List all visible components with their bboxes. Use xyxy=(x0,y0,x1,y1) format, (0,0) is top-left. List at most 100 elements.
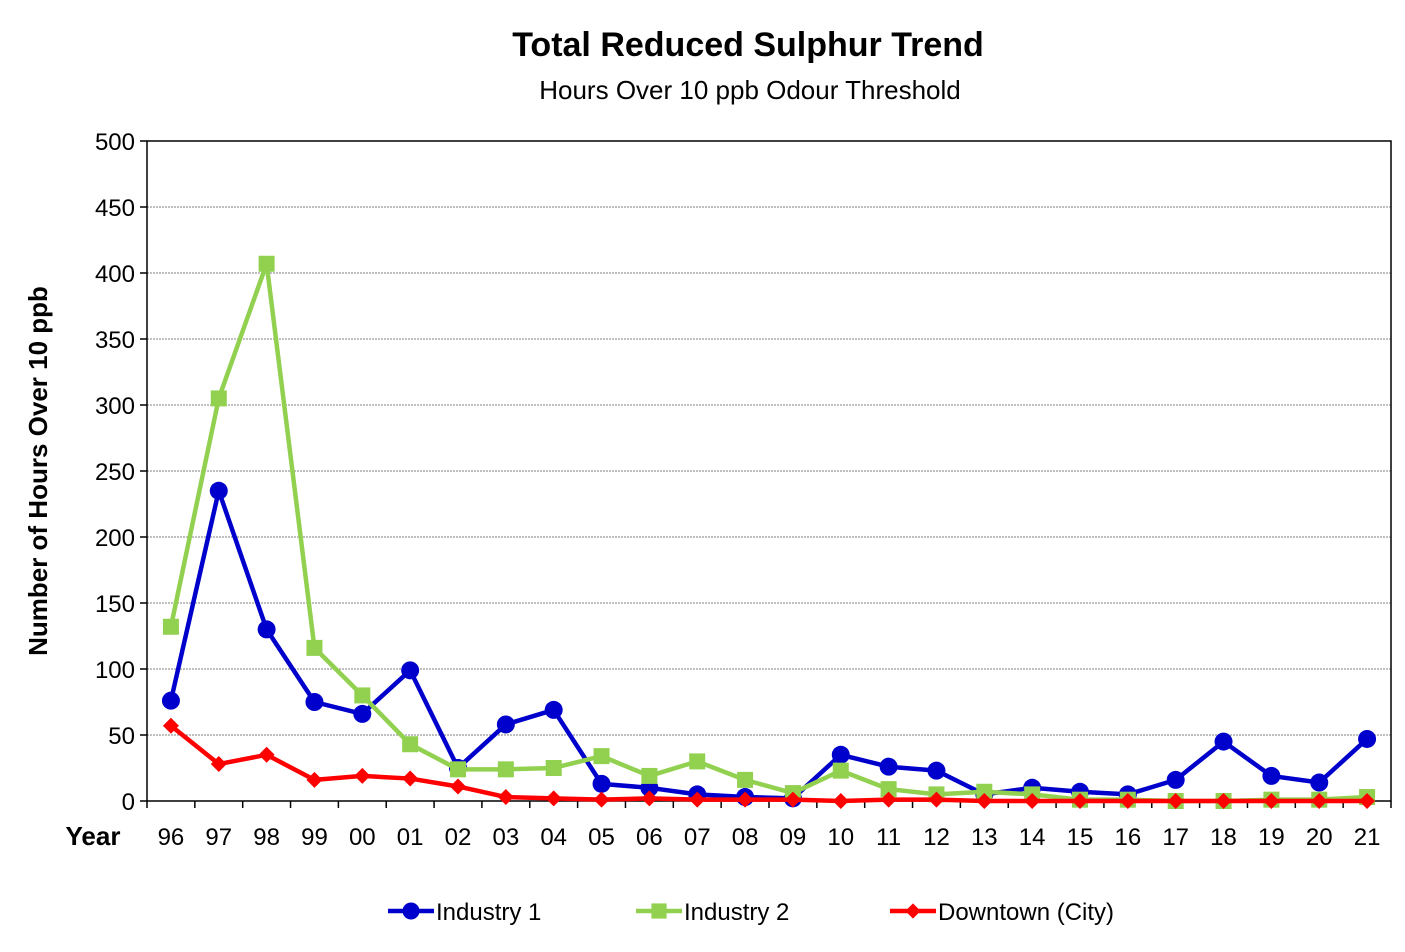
data-point xyxy=(1263,793,1280,809)
series-layer xyxy=(161,255,1377,809)
chart-title: Total Reduced Sulphur Trend xyxy=(512,26,984,64)
data-point xyxy=(1311,793,1328,809)
y-tick-label: 0 xyxy=(122,789,135,816)
data-point xyxy=(497,789,514,806)
data-point xyxy=(497,761,514,778)
data-point xyxy=(210,390,227,407)
x-tick-label: 20 xyxy=(1306,824,1333,851)
y-tick-label: 50 xyxy=(108,723,135,750)
x-tick-label: 05 xyxy=(588,824,615,851)
data-point xyxy=(161,691,180,710)
series-downtown-city xyxy=(162,717,1376,809)
data-point xyxy=(928,791,945,808)
data-point xyxy=(1119,793,1136,809)
data-point xyxy=(784,791,801,808)
legend-label: Industry 2 xyxy=(684,899,789,926)
data-point xyxy=(689,753,706,770)
data-point xyxy=(641,767,658,784)
data-point xyxy=(402,770,419,787)
data-point xyxy=(1262,766,1281,785)
x-tick-label: 03 xyxy=(492,824,519,851)
data-point xyxy=(1214,732,1233,751)
y-tick-label: 500 xyxy=(95,129,135,156)
data-point xyxy=(1024,793,1041,809)
x-tick-label: 01 xyxy=(397,824,424,851)
x-tick-label: 12 xyxy=(923,824,950,851)
data-point xyxy=(927,761,946,780)
data-point xyxy=(258,746,275,763)
x-axis-label: Year xyxy=(66,821,121,851)
gridlines xyxy=(147,206,1391,736)
x-tick-label: 10 xyxy=(827,824,854,851)
data-point xyxy=(651,903,667,919)
x-tick-label: 07 xyxy=(684,824,711,851)
data-point xyxy=(831,745,850,764)
data-point xyxy=(210,756,227,773)
data-point xyxy=(880,791,897,808)
legend-entry: Industry 2 xyxy=(636,899,789,926)
data-point xyxy=(1359,793,1376,809)
data-point xyxy=(592,774,611,793)
data-point xyxy=(879,757,898,776)
data-point xyxy=(1310,773,1329,792)
data-point xyxy=(1358,729,1377,748)
x-tick-label: 04 xyxy=(540,824,567,851)
x-tick-label: 96 xyxy=(158,824,185,851)
data-point xyxy=(593,748,610,765)
data-point xyxy=(976,793,993,809)
y-tick-label: 150 xyxy=(95,591,135,618)
series-line xyxy=(169,724,1368,804)
data-point xyxy=(209,481,228,500)
data-point xyxy=(450,761,466,778)
x-tick-label: 02 xyxy=(445,824,472,851)
x-tick-label: 15 xyxy=(1067,824,1094,851)
legend-label: Downtown (City) xyxy=(938,899,1114,926)
x-axis: 96 97 98 99 00 01 02 03 04 05 06 07 08 09 10 11 12 13 14 15… xyxy=(146,801,1392,851)
data-point xyxy=(545,760,562,776)
data-point xyxy=(737,771,754,788)
y-tick-label: 250 xyxy=(95,459,135,486)
x-tick-label: 09 xyxy=(780,824,807,851)
data-point xyxy=(257,620,276,639)
data-point xyxy=(976,783,993,800)
data-point xyxy=(305,693,324,711)
data-point xyxy=(593,791,610,808)
y-tick-label: 450 xyxy=(95,195,135,222)
data-point xyxy=(354,767,371,784)
x-tick-label: 11 xyxy=(876,824,901,851)
y-tick-label: 350 xyxy=(95,327,135,354)
data-point xyxy=(401,661,420,680)
data-point xyxy=(306,639,323,656)
data-point xyxy=(545,790,562,807)
data-point xyxy=(544,700,563,719)
y-tick-label: 300 xyxy=(95,393,135,420)
x-tick-label: 97 xyxy=(205,824,232,851)
series-line xyxy=(168,261,1368,804)
legend: Industry 1 Industry 2 Downtown (City) xyxy=(388,899,1114,926)
legend-label: Industry 1 xyxy=(436,899,541,926)
data-point xyxy=(1215,793,1232,809)
x-tick-label: 18 xyxy=(1210,824,1237,851)
data-point xyxy=(258,255,275,272)
series-industry-1 xyxy=(161,481,1377,808)
data-point xyxy=(641,790,658,807)
data-point xyxy=(496,715,515,734)
data-point xyxy=(737,791,754,808)
data-point xyxy=(402,902,420,920)
x-tick-label: 08 xyxy=(732,824,759,851)
legend-entry: Downtown (City) xyxy=(890,899,1114,926)
data-point xyxy=(1166,770,1185,789)
data-point xyxy=(354,687,371,704)
x-tick-label: 99 xyxy=(301,824,328,851)
x-tick-label: 06 xyxy=(636,824,663,851)
y-tick-label: 400 xyxy=(95,261,135,288)
data-point xyxy=(832,793,849,809)
x-tick-label: 13 xyxy=(971,824,998,851)
x-tick-label: 00 xyxy=(349,824,376,851)
data-point xyxy=(450,778,466,795)
data-point xyxy=(162,717,179,734)
data-point xyxy=(1167,793,1184,809)
data-point xyxy=(905,903,921,919)
data-point xyxy=(162,618,179,635)
y-axis-label: Number of Hours Over 10 ppb xyxy=(23,286,53,656)
